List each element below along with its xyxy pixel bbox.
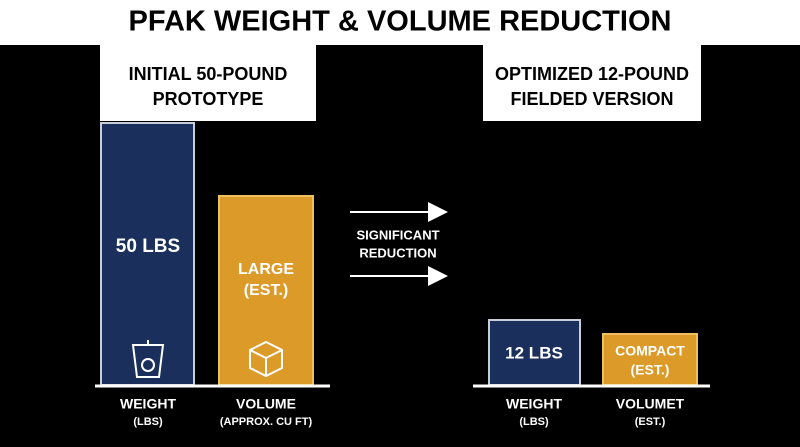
heading-box [483, 45, 701, 121]
bar-label: 50 LBS [116, 236, 180, 257]
bar-label: COMPACT [615, 343, 685, 359]
bar-label: LARGE [238, 261, 294, 278]
heading-box [100, 45, 316, 121]
caption: WEIGHT [120, 396, 176, 412]
heading: PROTOTYPE [153, 89, 264, 109]
box-icon [249, 340, 283, 378]
reduction-label: SIGNIFICANT [356, 227, 439, 242]
scale-icon [131, 340, 165, 378]
reduction-label: REDUCTION [359, 245, 436, 260]
bar-label: (EST.) [244, 282, 288, 299]
caption: (APPROX. CU FT) [220, 416, 313, 428]
heading: INITIAL 50-POUND [129, 64, 288, 84]
volume-bar [218, 195, 314, 386]
heading: OPTIMIZED 12-POUND [495, 64, 689, 84]
caption: VOLUME [236, 396, 296, 412]
caption: VOLUMET [616, 396, 685, 412]
volume-bar [602, 333, 698, 386]
heading: FIELDED VERSION [510, 89, 673, 109]
caption: (LBS) [519, 416, 549, 428]
weight-bar [488, 319, 581, 386]
title-bar [0, 0, 800, 45]
title: PFAK WEIGHT & VOLUME REDUCTION [129, 6, 672, 38]
caption: (LBS) [133, 416, 163, 428]
caption: (EST.) [635, 416, 666, 428]
caption: WEIGHT [506, 396, 562, 412]
bar-label: (EST.) [631, 362, 670, 378]
bar-label: 12 LBS [505, 343, 563, 362]
